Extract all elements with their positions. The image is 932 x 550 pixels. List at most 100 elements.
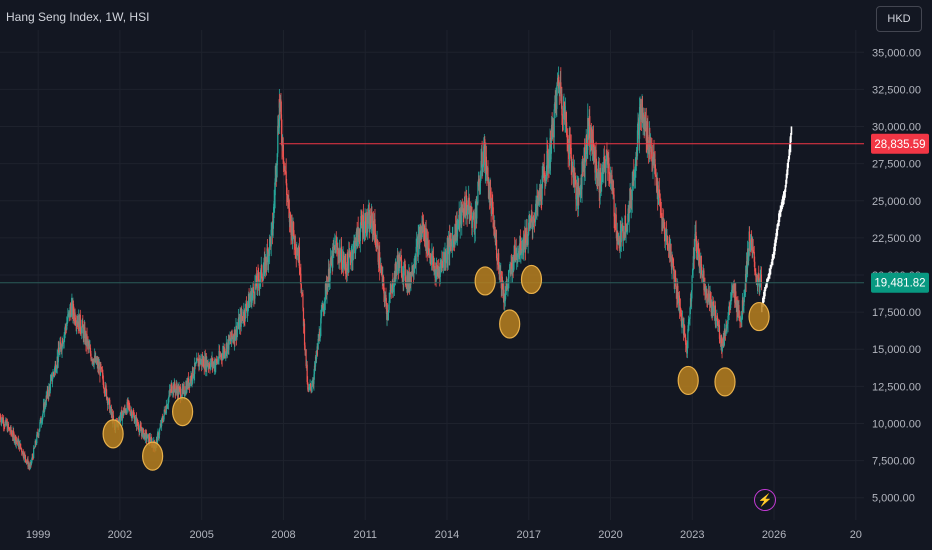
candle-body: [698, 249, 700, 265]
candle-body: [519, 236, 521, 255]
lightning-bolt-icon[interactable]: ⚡: [754, 489, 776, 511]
candle-body: [392, 281, 394, 293]
candle-body: [44, 402, 46, 412]
candle-body: [140, 424, 142, 428]
candle-body: [467, 208, 469, 211]
candle-body: [215, 359, 217, 366]
candle-body: [450, 238, 452, 242]
candle-body: [636, 130, 639, 157]
candle-body: [103, 389, 106, 393]
candle-body: [569, 134, 571, 145]
candle-body: [548, 155, 551, 168]
candle-body: [573, 180, 575, 184]
candle-body: [273, 200, 275, 207]
candle-body: [613, 194, 615, 217]
candle-body: [340, 246, 343, 269]
candle-body: [25, 459, 27, 463]
candle-body: [647, 121, 649, 149]
candle-body: [700, 255, 702, 268]
candle-body: [513, 262, 515, 271]
candle-body: [285, 171, 287, 184]
candle-body: [469, 210, 471, 219]
candle-body: [504, 293, 506, 302]
candle-body: [566, 122, 568, 136]
candle-body: [303, 323, 306, 346]
candle-body: [396, 264, 398, 273]
candle-body: [387, 312, 389, 317]
candle-body: [58, 347, 60, 353]
candle-body: [360, 216, 362, 229]
candle-body: [662, 218, 664, 221]
candle-body: [128, 400, 130, 405]
candle-body: [208, 364, 211, 368]
candle-body: [253, 298, 256, 300]
candle-body: [49, 380, 52, 391]
candle-body: [96, 362, 98, 364]
candle-body: [383, 293, 386, 302]
candle-body: [712, 301, 714, 306]
candle-body: [553, 109, 555, 138]
candle-body: [399, 257, 401, 268]
candle-body: [534, 209, 537, 222]
candle-body: [55, 364, 57, 373]
candle-body: [294, 236, 296, 250]
candle-body: [311, 386, 313, 388]
candle-body: [339, 250, 341, 262]
candle-body: [164, 410, 166, 414]
candle-body: [13, 430, 15, 434]
candle-body: [34, 441, 36, 448]
candle-body: [240, 312, 242, 327]
candle-body: [622, 225, 624, 241]
candle-body: [225, 352, 227, 354]
candle-body: [300, 273, 302, 285]
candle-body: [282, 137, 284, 158]
candle-body: [299, 268, 301, 271]
candle-body: [352, 253, 354, 261]
candle-body: [224, 353, 226, 356]
candle-body: [692, 269, 694, 276]
candle-body: [247, 303, 249, 308]
time-axis[interactable]: 1999 2002 2005 2008 2011 2014 2017 2020 2023 2026…: [26, 529, 862, 541]
candle-body: [107, 402, 109, 405]
candle-body: [93, 359, 95, 365]
candle-body: [234, 336, 237, 341]
price-axis[interactable]: 35,000.00 32,500.00 30,000.00 27,500.00 25,0…: [872, 47, 921, 504]
candle-body: [20, 447, 22, 449]
candle-body: [72, 303, 75, 314]
candle-body: [168, 390, 171, 396]
candle-body: [759, 280, 761, 293]
candle-body: [532, 223, 534, 228]
candle-body: [62, 343, 64, 346]
candle-body: [479, 176, 482, 183]
candle-body: [569, 134, 571, 160]
candle-body: [169, 390, 172, 392]
candle-body: [601, 169, 603, 173]
candle-body: [265, 264, 268, 266]
candle-body: [276, 165, 278, 175]
candle-body: [642, 107, 644, 123]
candle-body: [4, 422, 6, 427]
candle-body: [324, 301, 326, 307]
candle-body: [67, 314, 69, 322]
candle-body: [214, 365, 216, 370]
candle-body: [531, 214, 533, 222]
candle-body: [180, 388, 182, 399]
candle-body: [396, 255, 399, 265]
projection-candle: [784, 184, 787, 192]
candle-body: [467, 210, 469, 215]
candle-body: [506, 283, 508, 286]
candle-body: [563, 101, 566, 121]
candle-body: [54, 367, 56, 374]
candle-body: [457, 223, 459, 225]
candle-body: [433, 266, 435, 268]
candle-body: [592, 139, 595, 161]
candle-body: [74, 312, 76, 323]
candle-body: [181, 387, 183, 397]
currency-button[interactable]: HKD: [876, 6, 922, 32]
candle-body: [471, 207, 473, 229]
candle-body: [10, 427, 12, 433]
candle-body: [608, 173, 610, 176]
candle-body: [617, 231, 619, 243]
projection-candle: [786, 164, 789, 172]
